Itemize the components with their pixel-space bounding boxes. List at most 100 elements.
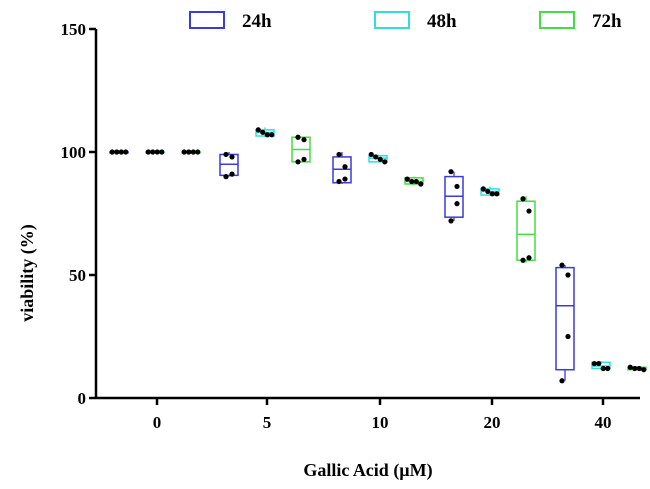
legend-item-24h: 24h bbox=[189, 11, 272, 32]
data-point bbox=[301, 137, 307, 143]
box-48h-40 bbox=[591, 360, 611, 372]
data-point bbox=[641, 367, 647, 373]
box-48h-5 bbox=[255, 127, 275, 138]
data-point bbox=[342, 164, 348, 170]
data-point bbox=[255, 127, 261, 133]
box-48h-20 bbox=[480, 186, 500, 197]
data-point bbox=[605, 365, 611, 372]
box-24h-10 bbox=[332, 151, 352, 185]
data-point bbox=[229, 154, 235, 160]
legend-swatch bbox=[189, 11, 225, 29]
axes: 0 50 100 150 0 5 10 20 40 bbox=[61, 20, 640, 432]
legend-label: 48h bbox=[427, 11, 457, 32]
data-point bbox=[342, 176, 348, 182]
legend-label: 24h bbox=[242, 11, 272, 32]
data-point bbox=[454, 201, 460, 207]
box-24h-0 bbox=[109, 149, 129, 155]
box-48h-0 bbox=[145, 149, 165, 155]
data-point bbox=[190, 149, 196, 155]
data-point bbox=[269, 132, 275, 138]
data-point bbox=[150, 149, 156, 155]
legend-swatch bbox=[374, 11, 410, 29]
data-point bbox=[632, 365, 638, 372]
data-point bbox=[382, 159, 388, 165]
box-72h-40 bbox=[627, 364, 647, 373]
legend: 24h 48h 72h bbox=[189, 11, 622, 32]
data-point bbox=[596, 360, 602, 367]
box-24h-40 bbox=[555, 262, 575, 384]
data-point bbox=[186, 149, 192, 155]
data-point bbox=[520, 196, 526, 202]
legend-swatch bbox=[539, 11, 575, 29]
legend-item-48h: 48h bbox=[374, 11, 457, 32]
data-point bbox=[489, 191, 495, 197]
data-point bbox=[195, 149, 201, 155]
data-point bbox=[448, 218, 454, 224]
x-tick-label: 10 bbox=[372, 413, 389, 432]
x-tick-label: 0 bbox=[153, 413, 162, 432]
data-point bbox=[559, 378, 565, 384]
data-point bbox=[485, 188, 491, 194]
data-point bbox=[336, 151, 342, 158]
data-point bbox=[526, 208, 532, 214]
x-tick-label: 20 bbox=[484, 413, 501, 432]
legend-item-72h: 72h bbox=[539, 11, 622, 32]
box-72h-10 bbox=[404, 176, 424, 187]
data-point bbox=[264, 132, 270, 138]
box-72h-0 bbox=[181, 149, 201, 155]
data-point bbox=[565, 272, 571, 278]
y-axis-title: viability (%) bbox=[17, 224, 38, 322]
data-point bbox=[373, 154, 379, 160]
data-point bbox=[600, 365, 606, 372]
data-point bbox=[159, 149, 165, 155]
data-point bbox=[301, 156, 307, 162]
data-point bbox=[520, 257, 526, 263]
box-24h-20 bbox=[444, 169, 464, 224]
x-tick-label: 40 bbox=[595, 413, 612, 432]
x-tick-label: 5 bbox=[263, 413, 272, 432]
data-point bbox=[181, 149, 187, 155]
data-point bbox=[295, 159, 301, 165]
data-point bbox=[526, 255, 532, 261]
data-point bbox=[454, 183, 460, 190]
data-point bbox=[494, 191, 500, 197]
data-point bbox=[413, 178, 419, 185]
data-point bbox=[154, 149, 160, 155]
y-tick-label: 100 bbox=[61, 143, 87, 162]
box-rect bbox=[555, 266, 575, 371]
data-point bbox=[591, 360, 597, 367]
data-point bbox=[114, 149, 120, 155]
data-point bbox=[404, 176, 410, 182]
box-24h-5 bbox=[219, 151, 239, 180]
box-48h-10 bbox=[368, 151, 388, 165]
data-point bbox=[409, 178, 415, 185]
data-point bbox=[295, 134, 301, 140]
y-tick-label: 150 bbox=[61, 20, 87, 39]
data-point bbox=[448, 169, 454, 175]
data-point bbox=[418, 181, 424, 187]
data-point bbox=[627, 364, 633, 370]
y-tick-label: 0 bbox=[78, 389, 87, 408]
data-point bbox=[636, 365, 642, 372]
y-tick-label: 50 bbox=[69, 266, 86, 285]
box-72h-5 bbox=[291, 134, 311, 165]
data-point bbox=[223, 174, 229, 180]
data-point bbox=[229, 171, 235, 177]
data-point bbox=[109, 149, 115, 155]
data-point bbox=[368, 151, 374, 158]
plot-area bbox=[109, 127, 647, 384]
data-point bbox=[480, 186, 486, 192]
data-point bbox=[377, 156, 383, 162]
data-point bbox=[118, 149, 124, 155]
data-point bbox=[336, 178, 342, 185]
data-point bbox=[123, 149, 129, 155]
data-point bbox=[260, 129, 266, 135]
box-rect bbox=[516, 200, 536, 261]
data-point bbox=[565, 333, 571, 340]
x-axis-title: Gallic Acid (µM) bbox=[303, 460, 432, 481]
data-point bbox=[559, 262, 565, 268]
data-point bbox=[145, 149, 151, 155]
data-point bbox=[223, 151, 229, 158]
box-72h-20 bbox=[516, 196, 536, 263]
